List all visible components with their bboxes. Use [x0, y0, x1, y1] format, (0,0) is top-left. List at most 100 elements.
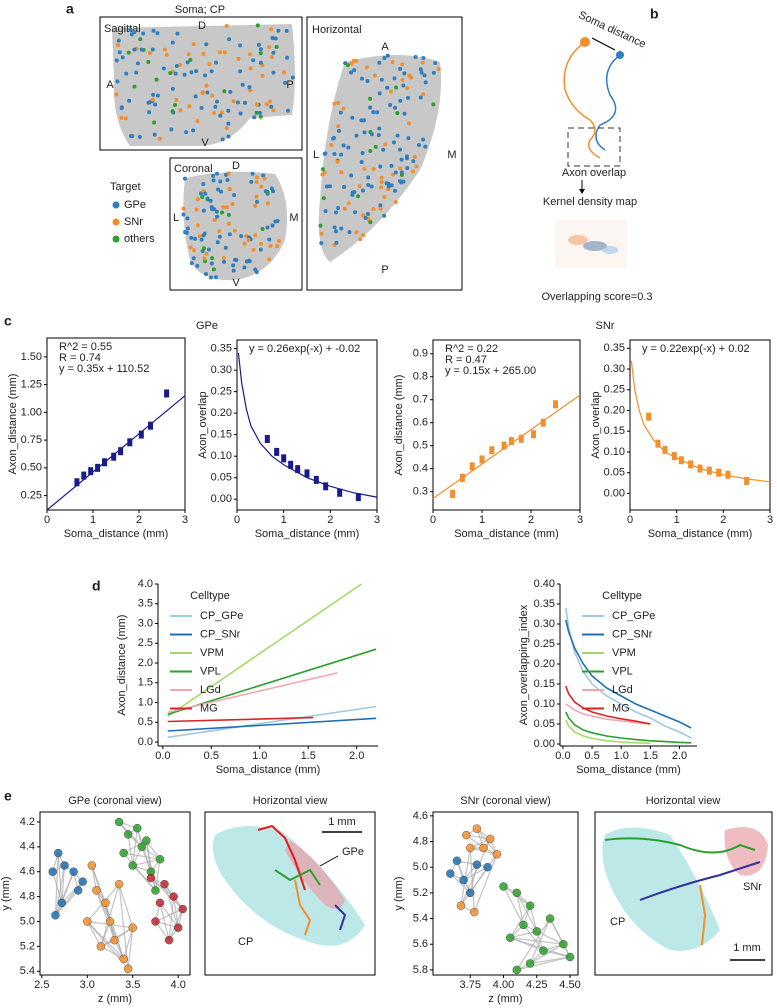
- annotation: y = 0.26exp(-x) + -0.02: [249, 343, 360, 355]
- neuron-axon: [563, 41, 601, 159]
- edge: [502, 886, 524, 926]
- soma-dot: [258, 247, 263, 252]
- point: [105, 917, 115, 926]
- point: [466, 888, 475, 898]
- soma-dot: [423, 144, 428, 149]
- soma-dot: [260, 73, 265, 78]
- y-tick-label: 0.5: [138, 716, 153, 728]
- cp-volume: [602, 827, 720, 951]
- soma-dot: [345, 63, 350, 68]
- soma-dot: [339, 152, 344, 157]
- soma-dot: [223, 245, 228, 250]
- soma-dot: [371, 167, 376, 172]
- soma-dot: [360, 150, 365, 155]
- direction: P: [381, 264, 388, 276]
- point: [164, 389, 170, 398]
- point: [111, 452, 117, 461]
- x-axis-label: Soma_distance (mm): [64, 528, 169, 540]
- view-title: Horizontal view: [253, 795, 328, 807]
- soma-dot: [270, 223, 275, 228]
- soma-dot: [353, 210, 358, 215]
- y-tick-label: 4.8: [20, 891, 35, 903]
- y-tick-label: 0.30: [534, 618, 555, 630]
- soma-dot: [334, 210, 339, 215]
- point: [530, 430, 536, 439]
- soma-dot: [318, 223, 323, 228]
- soma-dot: [170, 109, 175, 114]
- soma-dot: [252, 115, 257, 120]
- soma-dot: [269, 27, 274, 32]
- point: [472, 824, 482, 833]
- soma-dot: [321, 196, 326, 201]
- edge: [123, 852, 161, 860]
- soma-dot: [151, 92, 156, 97]
- x-tick-label: 3.0: [80, 979, 95, 991]
- soma-dot: [146, 60, 151, 65]
- x-tick-label: 1: [674, 514, 680, 526]
- soma-dot: [352, 68, 357, 73]
- soma-dot: [150, 97, 155, 102]
- soma-dot: [286, 108, 291, 113]
- x-tick-label: 3: [767, 514, 773, 526]
- soma-dot: [253, 203, 258, 208]
- point: [323, 482, 329, 491]
- view-title: Horizontal view: [646, 795, 721, 807]
- point: [512, 888, 522, 898]
- soma-dot: [261, 173, 266, 178]
- y-tick-label: 1.5: [138, 677, 153, 689]
- point: [655, 439, 661, 448]
- soma-dot: [240, 82, 245, 87]
- y-tick-label: 0.20: [211, 407, 232, 419]
- point: [128, 923, 137, 932]
- x-tick-label: 0: [430, 514, 436, 526]
- soma-dot: [152, 120, 157, 125]
- y-tick-label: 0.6: [413, 417, 428, 429]
- annotation: Kernel density map: [543, 196, 637, 208]
- edge: [473, 854, 498, 913]
- y-tick-label: 0.20: [534, 658, 555, 670]
- point: [466, 843, 475, 853]
- panel-label: d: [92, 578, 101, 594]
- soma-dot: [254, 110, 259, 115]
- y-tick-label: 4.6: [20, 866, 35, 878]
- edge: [118, 883, 134, 928]
- soma-dot: [259, 184, 264, 189]
- arrow: [319, 855, 339, 867]
- legend-title: Target: [110, 181, 141, 193]
- point: [459, 875, 468, 885]
- edge: [469, 864, 478, 893]
- soma-dot: [151, 28, 156, 33]
- soma-dot: [228, 89, 233, 94]
- point: [499, 882, 508, 891]
- axon-trace: [334, 904, 347, 931]
- soma-dot: [276, 28, 281, 33]
- soma-dot: [178, 108, 183, 113]
- soma-dot: [377, 126, 382, 131]
- point: [151, 886, 160, 895]
- soma-dot: [388, 102, 393, 107]
- y-tick-label: 0.30: [211, 364, 232, 376]
- soma-dot: [132, 30, 137, 35]
- y-tick-label: 0.10: [604, 446, 625, 458]
- point: [744, 476, 750, 485]
- soma-dot: [221, 205, 226, 210]
- soma-dot: [201, 246, 206, 251]
- soma-dot: [253, 233, 258, 238]
- edge: [123, 927, 134, 959]
- point: [92, 886, 101, 895]
- point: [565, 952, 575, 962]
- legend-label: CP_SNr: [612, 628, 653, 640]
- soma-dot: [362, 130, 367, 135]
- scale-label: 1 mm: [733, 942, 761, 954]
- legend-label: others: [124, 233, 155, 245]
- soma-dot: [231, 263, 236, 268]
- soma-dot: [218, 179, 223, 184]
- soma-dot: [236, 56, 241, 61]
- soma-dot: [258, 60, 263, 65]
- point: [119, 954, 128, 964]
- soma-dot: [398, 98, 403, 103]
- plot-frame: [236, 339, 378, 511]
- point: [671, 452, 677, 461]
- edge: [91, 865, 111, 922]
- y-tick-label: 0.00: [534, 738, 555, 750]
